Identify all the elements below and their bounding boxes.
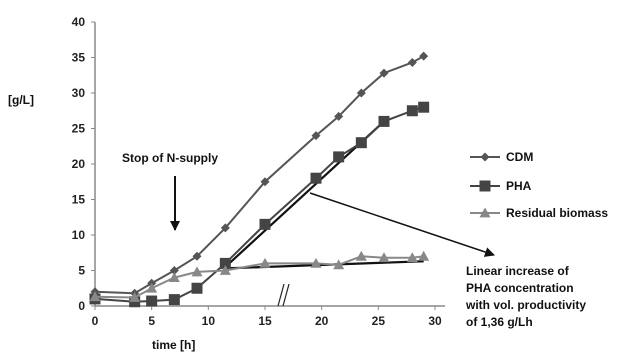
pha-point [310,172,322,184]
x-tick-label: 30 [428,314,442,328]
residual-biomass-point [219,265,231,275]
axis-break [277,283,290,307]
linear-annotation: Linear increase of PHA concentration wit… [309,192,586,329]
cdm-point [407,57,417,67]
x-tick-label: 10 [202,314,216,328]
residual-biomass-point [406,252,418,263]
residual-biomass-point [378,252,390,263]
series-group [89,51,430,308]
legend: CDM PHA Residual biomass [470,150,608,220]
cdm-point [169,266,179,275]
linear-annotation-line-2: PHA concentration [466,281,574,295]
cdm-point [356,88,366,98]
y-axis-label: [g/L] [8,93,34,107]
pha-line [94,106,424,303]
x-tick-label: 20 [315,314,329,328]
x-axis-label: time [h] [152,338,195,352]
x-tick-label: 0 [92,314,99,328]
cdm-point [419,51,429,61]
x-tick-label: 25 [372,314,386,328]
y-tick-label: 35 [72,51,86,65]
pha-point [406,105,418,117]
residual-biomass-point [310,257,322,268]
cdm-point [220,223,230,233]
residual-biomass-point [146,282,158,293]
cdm-point [379,68,389,78]
stop-annotation: Stop of N-supply [122,151,218,231]
x-ticks: 0 5 10 15 20 25 30 [92,306,442,328]
cdm-point [260,177,270,187]
stop-annotation-text: Stop of N-supply [122,151,218,165]
cdm-point [334,111,344,121]
linear-arrow [309,192,495,257]
y-tick-label: 15 [72,193,86,207]
legend-label: PHA [506,179,532,193]
x-tick-label: 5 [148,314,155,328]
cdm-point [311,131,321,141]
y-tick-label: 0 [78,299,85,313]
pha-point [168,294,180,306]
residual-biomass-point [355,250,367,261]
linear-annotation-line-1: Linear increase of [466,264,570,278]
y-tick-label: 30 [72,86,86,100]
cdm-point [480,152,490,162]
y-tick-label: 20 [72,157,86,171]
y-ticks: 0 5 10 15 20 25 30 35 40 [72,15,95,313]
y-tick-label: 5 [78,264,85,278]
y-tick-label: 40 [72,15,86,29]
pha-point [378,115,390,127]
linear-annotation-line-4: of 1,36 g/Lh [466,315,533,329]
linear-annotation-line-3: with vol. productivity [465,298,586,312]
residual-biomass-point [89,291,101,302]
residual-biomass-point [418,250,430,261]
legend-label: CDM [506,150,533,164]
residual-biomass-point [191,266,203,277]
residual-biomass-point [129,291,141,302]
residual-biomass-point [259,257,271,268]
residual-biomass-point [333,259,345,270]
trend-lines [224,120,424,270]
pha-point [191,282,203,294]
y-tick-label: 10 [72,228,86,242]
pha-point [333,151,345,163]
cdm-point [192,251,202,261]
pha-point [355,137,367,149]
pha-point [259,218,271,230]
pha-point [418,101,430,113]
legend-label: Residual biomass [506,206,608,220]
pha-point [479,180,491,192]
residual-biomass-point [479,207,491,218]
residual-biomass-point [168,272,180,282]
x-tick-label: 15 [258,314,272,328]
pha-point [146,295,158,307]
y-tick-label: 25 [72,122,86,136]
pha-point [219,257,231,269]
